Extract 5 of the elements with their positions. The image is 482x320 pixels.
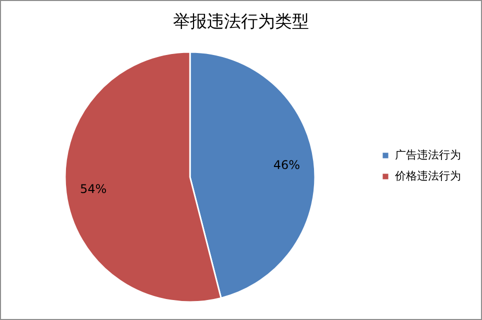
data-label: 54% [80,182,107,196]
chart-title: 举报违法行为类型 [173,12,309,32]
data-label: 46% [273,158,300,172]
legend-label: 广告违法行为 [395,148,461,162]
legend-label: 价格违法行为 [394,170,461,182]
